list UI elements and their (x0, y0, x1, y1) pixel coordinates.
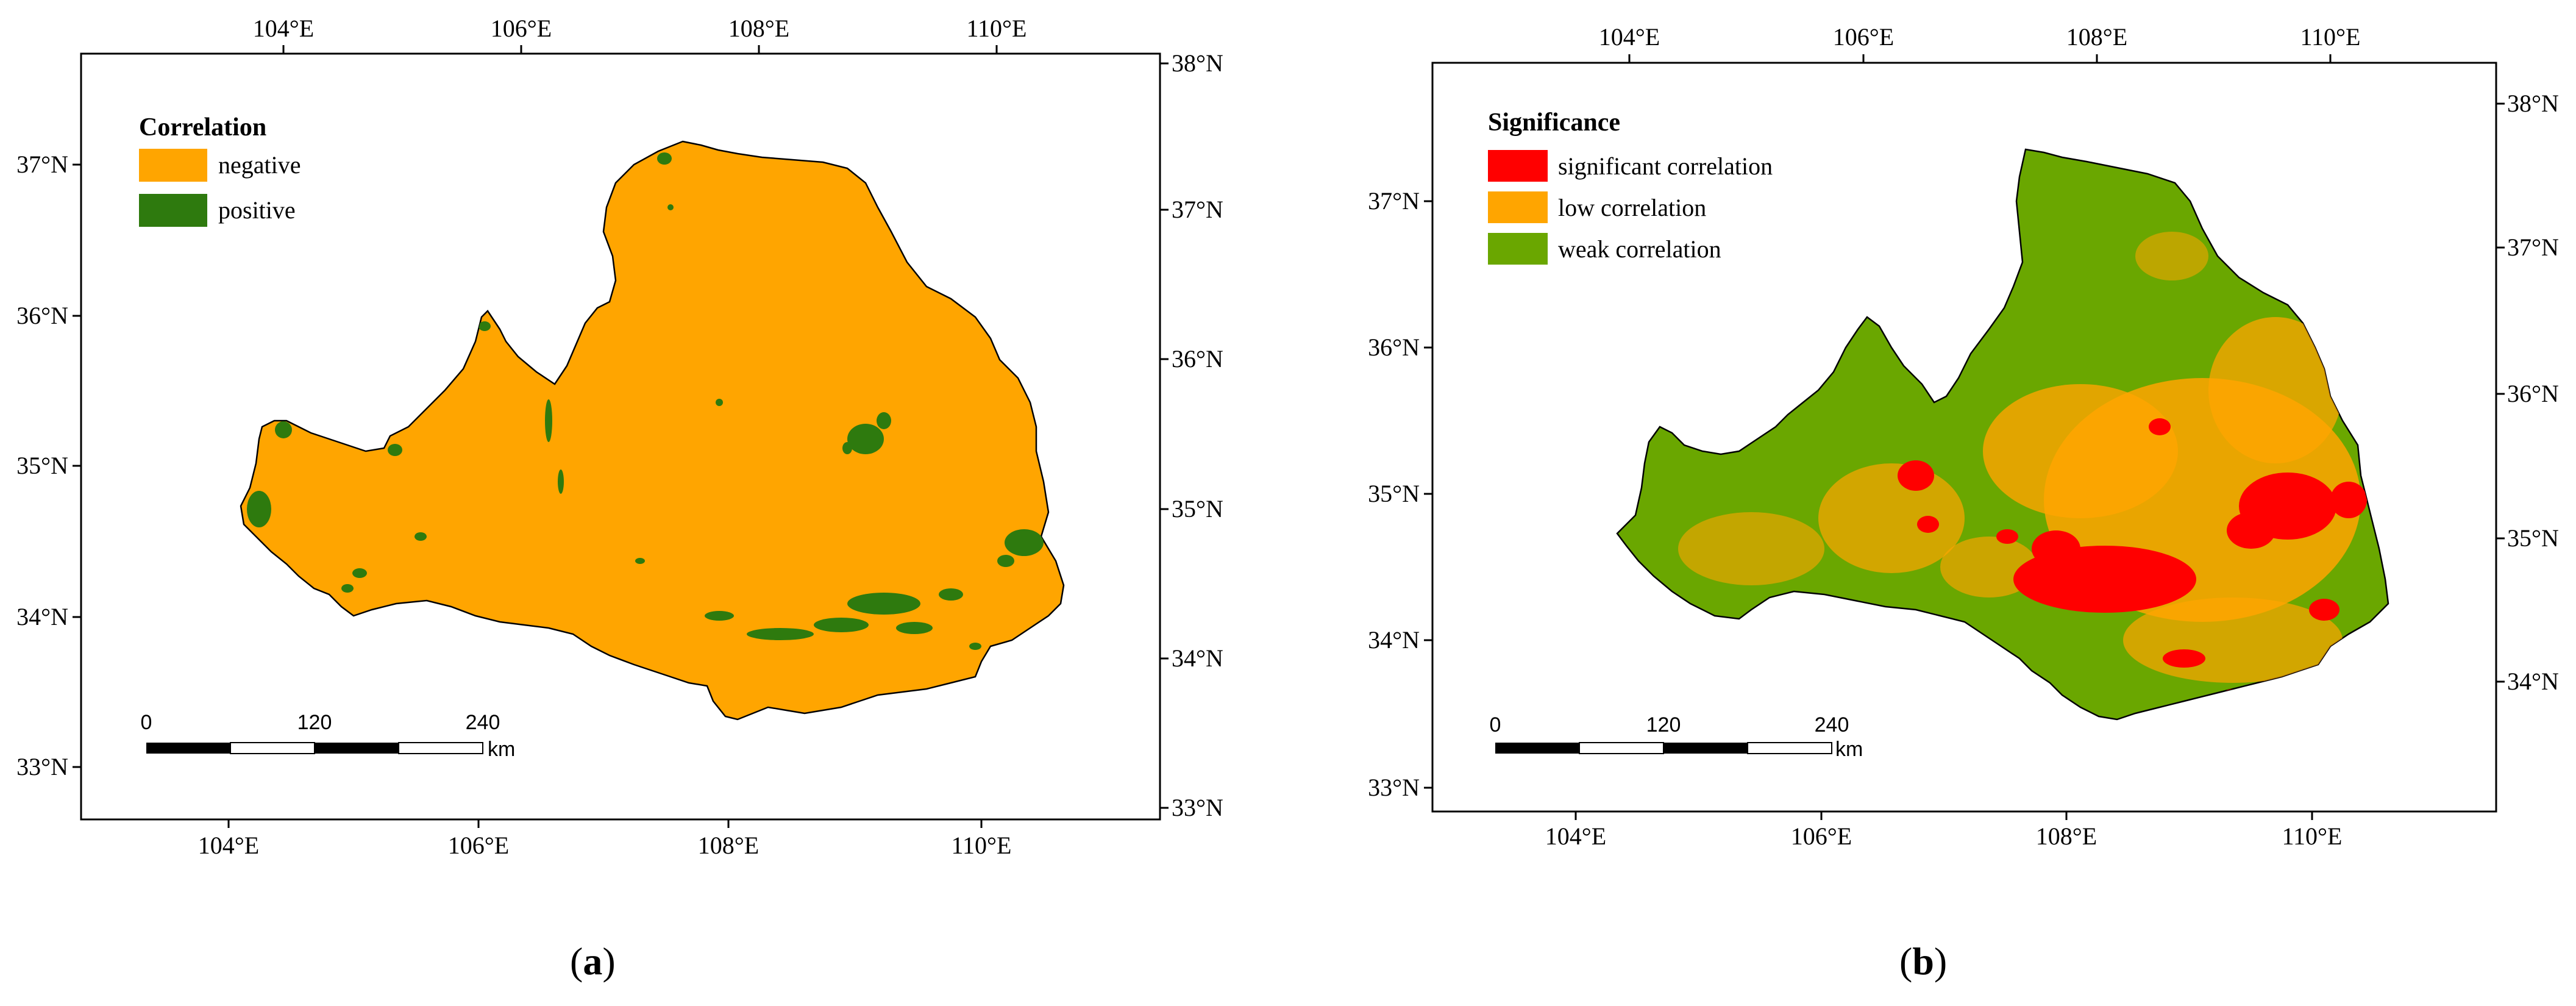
legend-label-positive: positive (218, 196, 296, 224)
scale-label: 0 (141, 711, 152, 734)
panel-label-a: (a) (570, 940, 616, 983)
tick-label: 38°N (1172, 49, 1223, 77)
tick-label: 33°N (16, 753, 68, 780)
tick-label: 110°E (967, 15, 1027, 42)
tick-label: 106°E (448, 832, 509, 859)
tick-label: 108°E (2036, 822, 2097, 850)
tick-label: 106°E (491, 15, 552, 42)
tick-label: 38°N (2507, 90, 2559, 117)
panel-a-correlation-map: 104°E 106°E 108°E 110°E 104°E 106°E 108°… (16, 15, 1223, 983)
bottom-longitude-axis: 104°E 106°E 108°E 110°E (1545, 812, 2343, 850)
tick-label: 110°E (2300, 23, 2361, 51)
correlation-class-patches (1678, 232, 2367, 701)
scale-label: 0 (1490, 713, 1501, 737)
map-b-svg: 104°E 106°E 108°E 110°E 104°E 106°E 108°… (1368, 23, 2559, 850)
tick-label: 104°E (198, 832, 259, 859)
legend: Significance significant correlation low… (1488, 109, 1773, 265)
tick-label: 37°N (16, 151, 68, 178)
tick-label: 110°E (2282, 822, 2343, 850)
bottom-longitude-axis: 104°E 106°E 108°E 110°E (198, 819, 1012, 859)
scale-bar: 0 120 240 km (141, 711, 516, 761)
tick-label: 33°N (1172, 794, 1223, 821)
legend-swatch-low (1488, 191, 1548, 223)
scale-bar: 0 120 240 km (1490, 713, 1863, 761)
legend-label-weak: weak correlation (1558, 235, 1721, 263)
map-a-svg: 104°E 106°E 108°E 110°E 104°E 106°E 108°… (16, 15, 1223, 859)
legend-title: Correlation (139, 113, 266, 141)
scale-label: 120 (1646, 713, 1681, 737)
left-latitude-axis: 37°N 36°N 35°N 34°N 33°N (16, 151, 81, 780)
tick-label: 104°E (253, 15, 314, 42)
top-longitude-axis: 104°E 106°E 108°E 110°E (253, 15, 1027, 54)
positive-correlation-patches (247, 152, 1044, 650)
scale-label: 120 (297, 711, 332, 734)
tick-label: 110°E (952, 832, 1012, 859)
tick-label: 104°E (1545, 822, 1606, 850)
legend-title: Significance (1488, 109, 1620, 137)
tick-label: 106°E (1791, 822, 1852, 850)
tick-label: 34°N (1172, 644, 1223, 672)
tick-label: 36°N (1172, 345, 1223, 373)
tick-label: 35°N (16, 452, 68, 479)
tick-label: 104°E (1599, 23, 1660, 51)
tick-label: 37°N (1172, 196, 1223, 223)
legend: Correlation negative positive (139, 113, 301, 227)
panel-label-b: (b) (1899, 940, 1948, 983)
scale-unit: km (488, 738, 515, 761)
tick-label: 106°E (1833, 23, 1894, 51)
legend-swatch-negative (139, 149, 207, 182)
scale-label: 240 (1815, 713, 1849, 737)
tick-label: 35°N (1172, 495, 1223, 523)
scale-unit: km (1835, 738, 1863, 761)
legend-swatch-positive (139, 194, 207, 227)
tick-label: 34°N (1368, 626, 1420, 654)
map-frame (80, 52, 1161, 821)
tick-label: 108°E (2066, 23, 2127, 51)
tick-label: 108°E (728, 15, 789, 42)
legend-swatch-significant (1488, 150, 1548, 182)
tick-label: 36°N (2507, 380, 2559, 407)
panel-b-significance-map: 104°E 106°E 108°E 110°E 104°E 106°E 108°… (1288, 0, 2576, 1006)
tick-label: 35°N (1368, 480, 1420, 507)
tick-label: 34°N (2507, 668, 2559, 695)
right-latitude-axis: 38°N 37°N 36°N 35°N 34°N 33°N (1160, 49, 1223, 821)
tick-label: 37°N (1368, 187, 1420, 215)
top-longitude-axis: 104°E 106°E 108°E 110°E (1599, 23, 2361, 63)
legend-label-significant: significant correlation (1558, 152, 1773, 180)
scale-label: 240 (466, 711, 500, 734)
tick-label: 34°N (16, 603, 68, 630)
tick-label: 108°E (698, 832, 759, 859)
tick-label: 36°N (16, 302, 68, 329)
tick-label: 36°N (1368, 334, 1420, 361)
left-latitude-axis: 37°N 36°N 35°N 34°N 33°N (1368, 187, 1432, 801)
tick-label: 33°N (1368, 774, 1420, 801)
study-region (240, 140, 1065, 721)
legend-swatch-weak (1488, 233, 1548, 265)
right-latitude-axis: 38°N 37°N 36°N 35°N 34°N (2496, 90, 2559, 695)
legend-label-negative: negative (218, 151, 301, 179)
map-frame (1431, 62, 2497, 813)
tick-label: 35°N (2507, 524, 2559, 552)
legend-label-low: low correlation (1558, 194, 1706, 221)
tick-label: 37°N (2507, 234, 2559, 261)
